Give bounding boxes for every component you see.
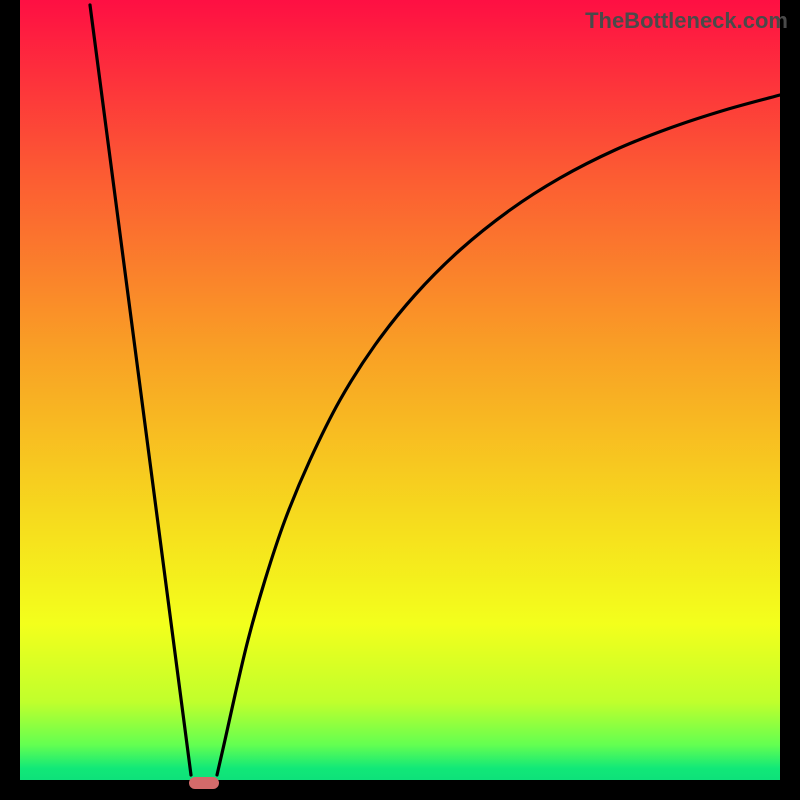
- chart-container: TheBottleneck.com: [0, 0, 800, 800]
- valley-marker: [189, 777, 219, 789]
- curve-layer: [0, 0, 800, 800]
- curve-left-descent: [90, 5, 191, 775]
- curve-right-ascent: [217, 95, 780, 775]
- attribution-text: TheBottleneck.com: [585, 8, 788, 34]
